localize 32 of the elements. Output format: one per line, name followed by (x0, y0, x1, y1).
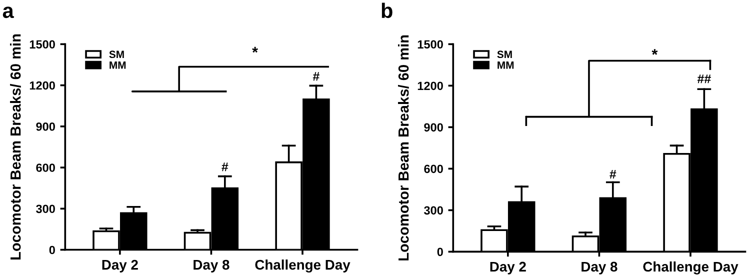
y-tick-label: 600 (424, 164, 443, 174)
legend-label: MM (498, 62, 514, 69)
y-tick-label: 900 (36, 122, 55, 131)
x-tick-label: Challenge Day (255, 260, 350, 273)
y-tick-label: 300 (36, 204, 55, 214)
x-tick-label: Day 8 (582, 262, 618, 274)
x-tick-label: Day 2 (102, 260, 138, 272)
chart-title: a (2, 6, 14, 18)
annotation: # (610, 170, 616, 179)
y-axis-title: Locomotor Beam Breaks/ 60 min (398, 35, 409, 260)
y-tick-label: 900 (424, 123, 443, 132)
chart-title: b (382, 2, 392, 18)
annotation: # (222, 162, 228, 172)
legend-label: MM (110, 62, 126, 69)
annotation: * (252, 46, 258, 53)
x-tick-label: Day 8 (194, 260, 230, 272)
y-tick-label: 0 (49, 246, 55, 254)
y-tick-label: 1500 (418, 40, 443, 49)
annotation: * (652, 49, 658, 55)
y-tick-label: 1200 (418, 82, 443, 90)
y-tick-label: 1200 (30, 81, 55, 90)
x-tick-label: Day 2 (490, 262, 526, 274)
x-tick-label: Challenge Day (643, 261, 738, 274)
legend-label: SM (497, 50, 512, 58)
y-tick-label: 300 (424, 206, 443, 215)
annotation: # (312, 72, 320, 81)
y-tick-label: 1500 (30, 40, 55, 49)
y-tick-label: 0 (437, 248, 443, 256)
y-axis-title: Locomotor Beam Breaks/ 60 min (10, 34, 21, 260)
annotation: ## (697, 74, 711, 84)
y-tick-label: 600 (36, 164, 55, 172)
legend-label: SM (109, 50, 124, 58)
